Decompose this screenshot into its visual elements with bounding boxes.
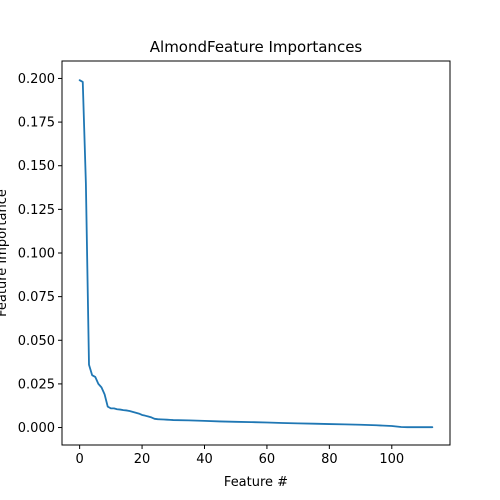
y-tick-label: 0.025 <box>18 377 55 392</box>
x-axis-label: Feature # <box>224 475 288 490</box>
x-tick-label: 60 <box>259 452 276 467</box>
plot-area <box>78 79 434 429</box>
x-tick-label: 20 <box>134 452 151 467</box>
y-tick-label: 0.200 <box>18 72 55 87</box>
x-tick-label: 80 <box>321 452 338 467</box>
y-tick-label: 0.050 <box>18 334 55 349</box>
series-line-0 <box>78 79 434 429</box>
x-axis: 0 20 40 60 80 100 <box>75 445 404 467</box>
x-tick-label: 0 <box>75 452 83 467</box>
y-tick-label: 0.175 <box>18 116 55 131</box>
y-tick-label: 0.150 <box>18 159 55 174</box>
y-tick-label: 0.000 <box>18 421 55 436</box>
y-axis: 0.000 0.025 0.050 0.075 0.100 0.125 0.150 0.175… <box>18 72 62 436</box>
y-tick-label: 0.075 <box>18 290 55 305</box>
x-tick-label: 40 <box>196 452 213 467</box>
y-axis-label: Feature Importance <box>0 189 10 317</box>
x-tick-label: 100 <box>379 452 404 467</box>
y-tick-label: 0.125 <box>18 203 55 218</box>
y-tick-label: 0.100 <box>18 247 55 262</box>
chart-title: AlmondFeature Importances <box>150 38 363 56</box>
